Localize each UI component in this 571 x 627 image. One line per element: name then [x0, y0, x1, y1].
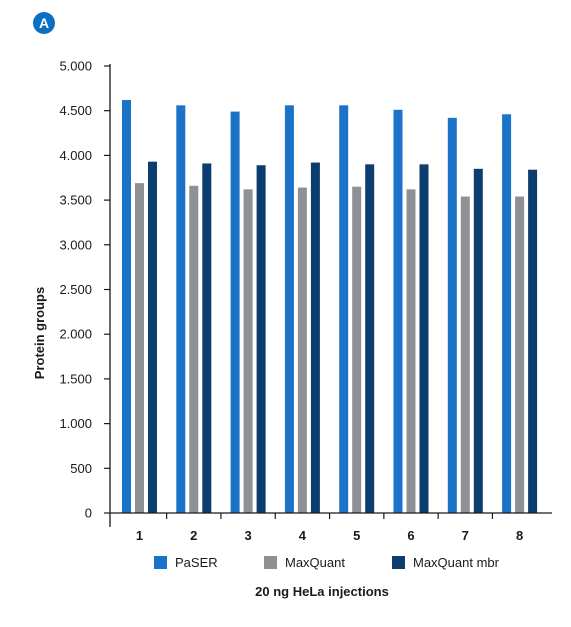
y-tick-label: 4.000: [59, 148, 92, 163]
x-tick-label: 6: [407, 528, 414, 543]
y-tick-label: 3.500: [59, 193, 92, 208]
y-axis-ticks: 0 500 1.000 1.500 2.000 2.500 3.000 3.500 4.000 4…: [59, 59, 110, 521]
bar-maxquant-3: [243, 189, 253, 513]
bar-maxquant-5: [352, 186, 362, 513]
x-axis-ticks: 1 2 3 4 5 6 7 8: [136, 513, 523, 543]
y-tick-label: 1.000: [59, 416, 92, 431]
bar-paser-2: [176, 105, 186, 513]
bar-paser-1: [122, 99, 131, 514]
bar-maxquant-6: [406, 189, 416, 513]
panel-badge-circle: [33, 12, 55, 34]
bar-maxquant-4: [297, 187, 307, 514]
x-tick-label: 1: [136, 528, 143, 543]
panel-label: A: [39, 15, 49, 31]
bar-maxquant-7: [460, 196, 470, 514]
y-tick-label: 2.500: [59, 282, 92, 297]
bar-maxquant-mbr-8: [528, 169, 538, 514]
y-tick-label: 5.000: [59, 59, 92, 74]
bar-maxquant-mbr-3: [256, 165, 266, 513]
legend: PaSER MaxQuant MaxQuant mbr: [154, 555, 500, 570]
bars-group: [122, 99, 538, 514]
bar-maxquant-mbr-2: [202, 163, 212, 514]
bar-maxquant-mbr-7: [473, 168, 483, 513]
x-tick-label: 2: [190, 528, 197, 543]
y-tick-label: 4.500: [59, 103, 92, 118]
bar-maxquant-1: [135, 183, 144, 513]
bar-paser-7: [447, 117, 457, 514]
y-tick-label: 0: [85, 506, 92, 521]
y-tick-label: 1.500: [59, 371, 92, 386]
x-tick-label: 7: [462, 528, 469, 543]
bar-maxquant-8: [515, 196, 525, 514]
legend-swatch: [264, 556, 277, 569]
bar-maxquant-mbr-6: [419, 164, 429, 513]
y-tick-label: 500: [70, 461, 92, 476]
legend-swatch: [154, 556, 167, 569]
x-tick-label: 8: [516, 528, 523, 543]
x-tick-label: 3: [244, 528, 251, 543]
bar-paser-4: [284, 105, 294, 513]
x-tick-label: 5: [353, 528, 360, 543]
bar-maxquant-2: [189, 185, 199, 513]
panel-badge: A: [33, 12, 55, 34]
bar-maxquant-mbr-5: [365, 164, 375, 513]
legend-label: MaxQuant mbr: [413, 555, 500, 570]
legend-label: PaSER: [175, 555, 218, 570]
bar-maxquant-mbr-4: [310, 162, 320, 513]
bar-paser-3: [230, 111, 240, 514]
legend-label: MaxQuant: [285, 555, 345, 570]
bar-paser-6: [393, 109, 403, 513]
y-tick-label: 3.000: [59, 237, 92, 252]
x-axis-label: 20 ng HeLa injections: [255, 584, 389, 599]
legend-swatch: [392, 556, 405, 569]
bar-paser-8: [502, 114, 512, 513]
bar-paser-5: [339, 105, 349, 513]
bar-maxquant-mbr-1: [148, 161, 157, 513]
x-tick-label: 4: [299, 528, 307, 543]
y-axis-label: Protein groups: [32, 287, 47, 379]
y-tick-label: 2.000: [59, 327, 92, 342]
